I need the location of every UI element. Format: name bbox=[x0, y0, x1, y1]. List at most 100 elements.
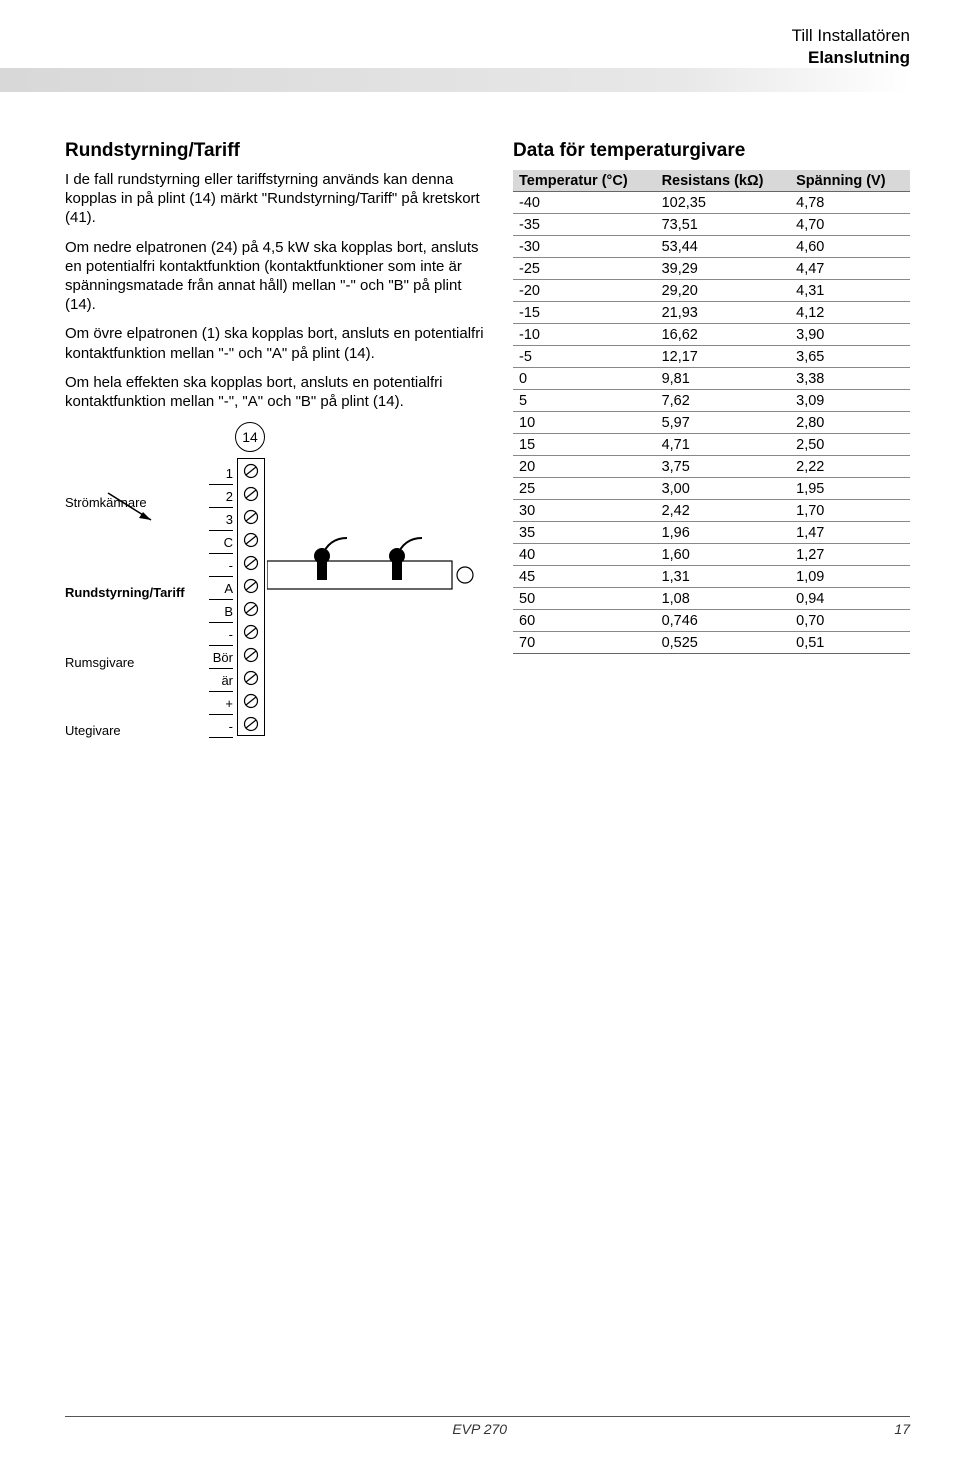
table-cell: 1,60 bbox=[656, 544, 791, 566]
table-cell: 50 bbox=[513, 588, 656, 610]
terminal-hole bbox=[238, 551, 264, 574]
table-cell: 102,35 bbox=[656, 192, 791, 214]
pin-label: är bbox=[209, 669, 233, 692]
table-row: -512,173,65 bbox=[513, 346, 910, 368]
table-cell: 39,29 bbox=[656, 258, 791, 280]
table-row: 253,001,95 bbox=[513, 478, 910, 500]
para-3: Om övre elpatronen (1) ska kopplas bort,… bbox=[65, 324, 485, 362]
table-cell: 73,51 bbox=[656, 214, 791, 236]
table-cell: 0,70 bbox=[790, 610, 910, 632]
table-cell: 1,09 bbox=[790, 566, 910, 588]
table-cell: -25 bbox=[513, 258, 656, 280]
table-row: -1521,934,12 bbox=[513, 302, 910, 324]
table-cell: 2,80 bbox=[790, 412, 910, 434]
table-cell: 10 bbox=[513, 412, 656, 434]
terminal-hole bbox=[238, 666, 264, 689]
table-cell: 40 bbox=[513, 544, 656, 566]
terminal-strip bbox=[237, 458, 265, 736]
table-cell: 2,50 bbox=[790, 434, 910, 456]
table-cell: 2,22 bbox=[790, 456, 910, 478]
terminal-hole bbox=[238, 712, 264, 735]
pin-label: 1 bbox=[209, 462, 233, 485]
left-heading: Rundstyrning/Tariff bbox=[65, 140, 485, 162]
table-cell: 60 bbox=[513, 610, 656, 632]
table-cell: 5,97 bbox=[656, 412, 791, 434]
table-cell: 3,09 bbox=[790, 390, 910, 412]
table-row: 501,080,94 bbox=[513, 588, 910, 610]
page-footer: EVP 270 17 bbox=[65, 1416, 910, 1437]
table-cell: 4,70 bbox=[790, 214, 910, 236]
table-cell: 2,42 bbox=[656, 500, 791, 522]
table-cell: 1,47 bbox=[790, 522, 910, 544]
table-row: 154,712,50 bbox=[513, 434, 910, 456]
wiring-diagram: Strömkännare Rundstyrning/Tariff Rumsgiv… bbox=[65, 426, 485, 786]
table-cell: -15 bbox=[513, 302, 656, 324]
table-header-cell: Resistans (kΩ) bbox=[656, 170, 791, 192]
label-utegivare: Utegivare bbox=[65, 724, 121, 737]
table-cell: 4,71 bbox=[656, 434, 791, 456]
table-cell: 9,81 bbox=[656, 368, 791, 390]
table-cell: 4,60 bbox=[790, 236, 910, 258]
label-rumsgivare: Rumsgivare bbox=[65, 656, 134, 669]
table-row: 351,961,47 bbox=[513, 522, 910, 544]
table-row: 203,752,22 bbox=[513, 456, 910, 478]
table-cell: 0 bbox=[513, 368, 656, 390]
table-cell: -35 bbox=[513, 214, 656, 236]
pin-label: - bbox=[209, 623, 233, 646]
table-row: 302,421,70 bbox=[513, 500, 910, 522]
table-row: 09,813,38 bbox=[513, 368, 910, 390]
footer-product: EVP 270 bbox=[452, 1421, 507, 1437]
table-cell: -20 bbox=[513, 280, 656, 302]
table-row: 57,623,09 bbox=[513, 390, 910, 412]
table-cell: 29,20 bbox=[656, 280, 791, 302]
table-cell: -30 bbox=[513, 236, 656, 258]
terminal-hole bbox=[238, 597, 264, 620]
table-cell: 3,00 bbox=[656, 478, 791, 500]
pin-label: A bbox=[209, 577, 233, 600]
table-header-cell: Temperatur (°C) bbox=[513, 170, 656, 192]
pin-label: Bör bbox=[209, 646, 233, 669]
terminal-hole bbox=[238, 574, 264, 597]
table-cell: 3,75 bbox=[656, 456, 791, 478]
table-cell: 3,90 bbox=[790, 324, 910, 346]
table-cell: 0,94 bbox=[790, 588, 910, 610]
table-cell: 1,95 bbox=[790, 478, 910, 500]
terminal-hole bbox=[238, 620, 264, 643]
table-cell: 20 bbox=[513, 456, 656, 478]
table-cell: -40 bbox=[513, 192, 656, 214]
footer-page: 17 bbox=[894, 1421, 910, 1437]
table-row: 105,972,80 bbox=[513, 412, 910, 434]
header-line2: Elanslutning bbox=[792, 47, 910, 69]
pin-label: B bbox=[209, 600, 233, 623]
terminal-hole bbox=[238, 505, 264, 528]
table-row: 700,5250,51 bbox=[513, 632, 910, 654]
table-cell: 25 bbox=[513, 478, 656, 500]
table-cell: 7,62 bbox=[656, 390, 791, 412]
table-cell: 1,96 bbox=[656, 522, 791, 544]
label-rundstyrning: Rundstyrning/Tariff bbox=[65, 586, 185, 599]
table-cell: 3,65 bbox=[790, 346, 910, 368]
table-cell: 53,44 bbox=[656, 236, 791, 258]
table-cell: 0,746 bbox=[656, 610, 791, 632]
pin-label: C bbox=[209, 531, 233, 554]
table-cell: 21,93 bbox=[656, 302, 791, 324]
terminal-hole bbox=[238, 643, 264, 666]
table-cell: 0,525 bbox=[656, 632, 791, 654]
table-cell: 12,17 bbox=[656, 346, 791, 368]
table-cell: 4,47 bbox=[790, 258, 910, 280]
table-cell: 1,31 bbox=[656, 566, 791, 588]
pin-label: - bbox=[209, 715, 233, 738]
table-cell: 3,38 bbox=[790, 368, 910, 390]
table-row: -40102,354,78 bbox=[513, 192, 910, 214]
para-2: Om nedre elpatronen (24) på 4,5 kW ska k… bbox=[65, 238, 485, 315]
table-cell: 70 bbox=[513, 632, 656, 654]
pin-label: + bbox=[209, 692, 233, 715]
terminal-number: 14 bbox=[235, 422, 265, 452]
terminal-hole bbox=[238, 689, 264, 712]
header-line1: Till Installatören bbox=[792, 25, 910, 47]
table-cell: 5 bbox=[513, 390, 656, 412]
table-row: -2029,204,31 bbox=[513, 280, 910, 302]
table-cell: -5 bbox=[513, 346, 656, 368]
pin-label: 2 bbox=[209, 485, 233, 508]
para-1: I de fall rundstyrning eller tariffstyrn… bbox=[65, 170, 485, 228]
